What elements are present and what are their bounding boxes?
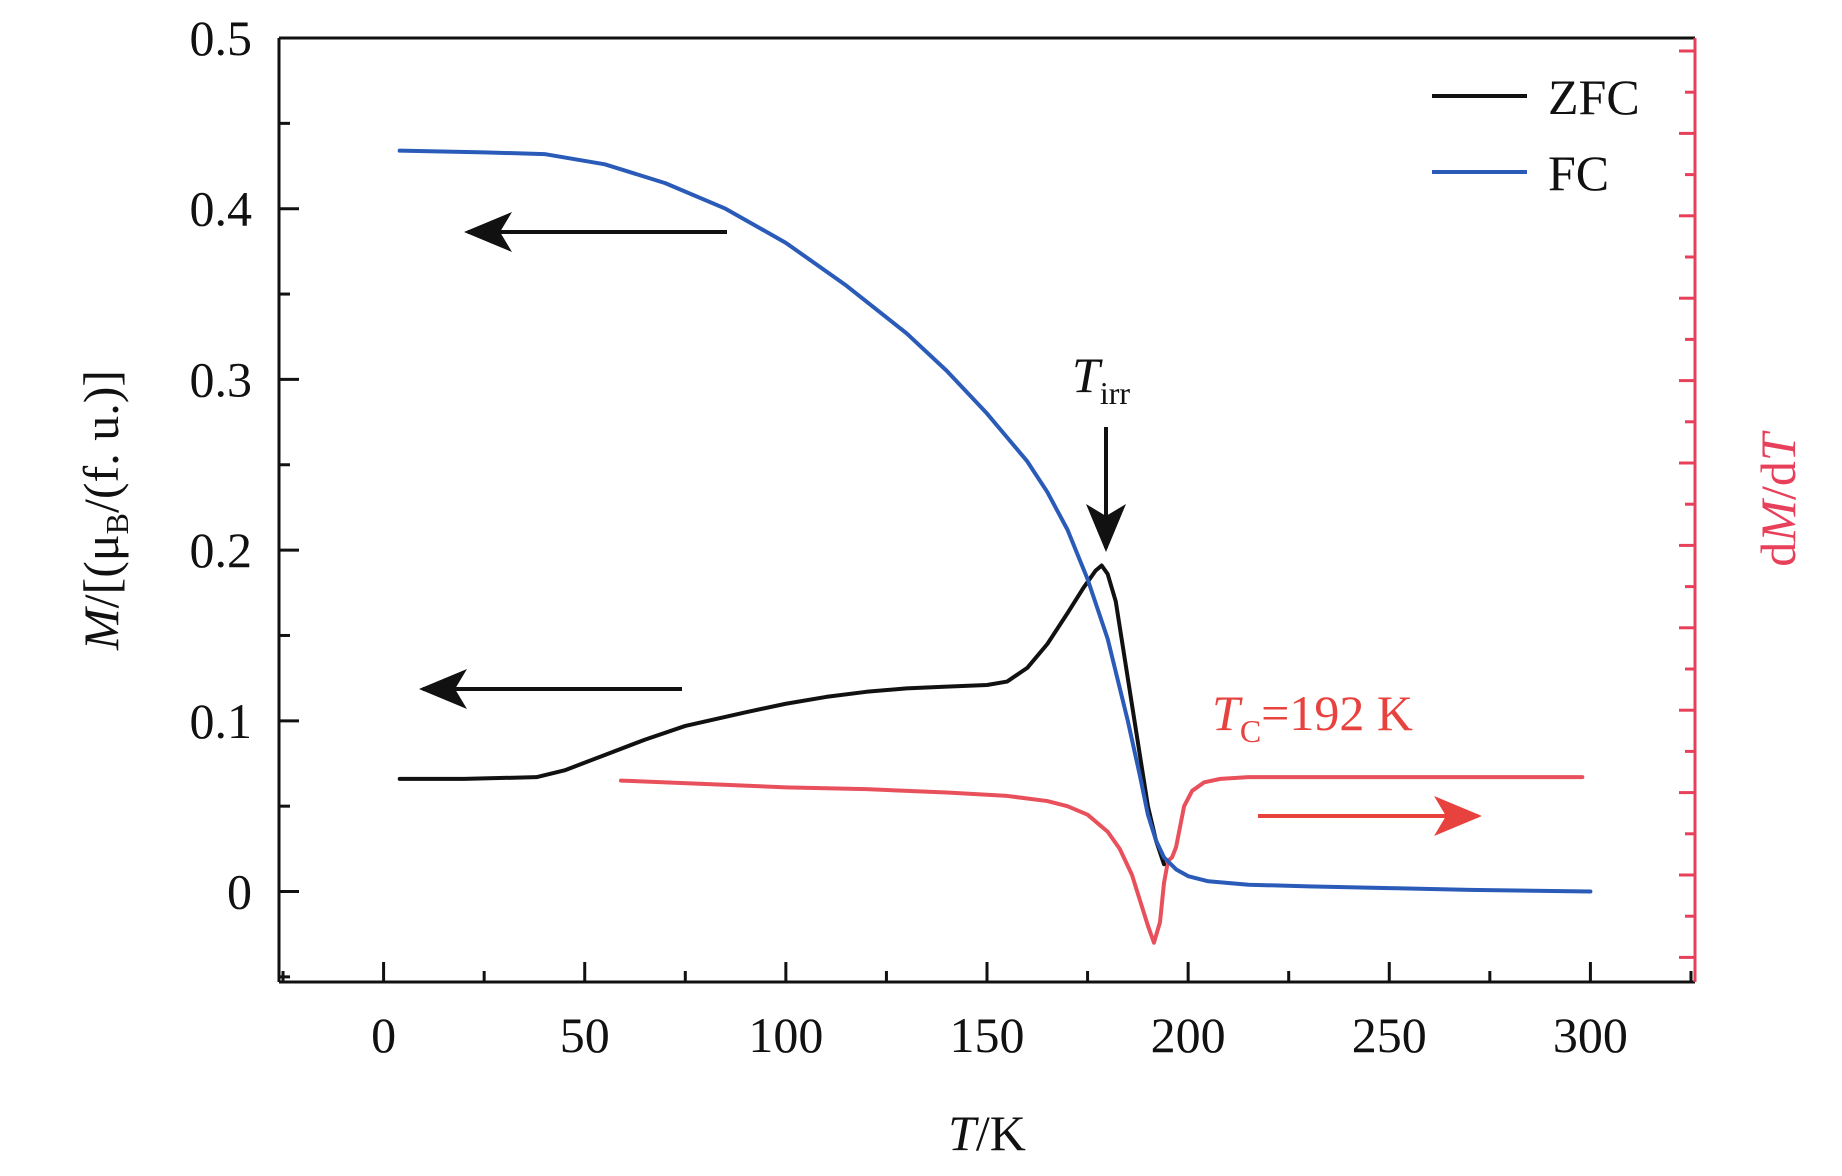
- legend-label-zfc: ZFC: [1548, 69, 1640, 125]
- t-c-label: TC=192 K: [1212, 685, 1413, 749]
- legend-label-fc: FC: [1548, 145, 1609, 201]
- t-irr-label: Tirr: [1072, 347, 1130, 411]
- series-layer: [397, 148, 1593, 945]
- y-tick-label: 0.4: [190, 181, 253, 237]
- legend: ZFC FC: [1432, 69, 1640, 201]
- x-tick-label: 300: [1553, 1007, 1628, 1063]
- x-tick-label: 100: [748, 1007, 823, 1063]
- y-axis-ticks: [279, 36, 299, 979]
- x-tick-label: 250: [1352, 1007, 1427, 1063]
- x-tick-label: 150: [950, 1007, 1025, 1063]
- y-tick-label: 0.1: [190, 693, 253, 749]
- y-axis-title-left: M/[(μB/(f. u.)]: [73, 370, 135, 651]
- x-tick-label: 0: [371, 1007, 396, 1063]
- x-tick-label: 200: [1151, 1007, 1226, 1063]
- y-axis-tick-labels: 0 0.1 0.2 0.3 0.4 0.5: [190, 10, 253, 920]
- x-axis-title: T/K: [948, 1105, 1026, 1161]
- series-line-dmdt: [618, 775, 1585, 945]
- x-axis-tick-labels: 0 50 100 150 200 250 300: [371, 1007, 1628, 1063]
- right-axis-ticks: [1679, 49, 1695, 959]
- y-tick-label: 0.5: [190, 10, 253, 66]
- y-axis-title-right: dM/dT: [1750, 430, 1806, 567]
- y-tick-label: 0.2: [190, 522, 253, 578]
- x-axis-ticks: [281, 962, 1693, 982]
- y-tick-label: 0.3: [190, 351, 253, 407]
- series-line-fc: [397, 148, 1593, 894]
- series-line-zfc: [397, 563, 1166, 867]
- x-tick-label: 50: [560, 1007, 610, 1063]
- y-tick-label: 0: [227, 864, 252, 920]
